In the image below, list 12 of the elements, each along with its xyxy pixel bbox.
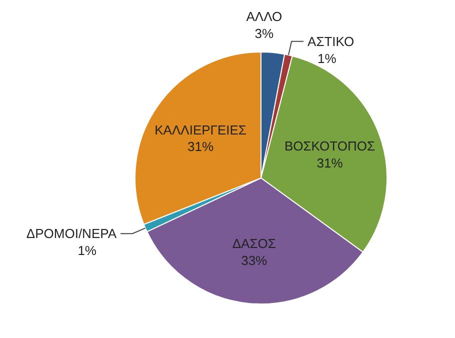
data-label: 31% xyxy=(188,139,214,154)
data-label: 31% xyxy=(316,156,344,171)
data-label: 1% xyxy=(78,243,97,258)
data-label: 1% xyxy=(318,50,337,66)
slice-label: ΚΑΛΛΙΕΡΓΕΙΕΣ xyxy=(154,122,246,138)
slice-label: ΒΟΣΚΟΤΟΠΟΣ xyxy=(284,138,376,154)
slice-label: ΔΡΟΜΟΙ/ΝΕΡΑ xyxy=(26,226,117,242)
data-label: 3% xyxy=(254,26,274,42)
data-label: 33% xyxy=(241,253,268,268)
slice-label: ΔΑΣΟΣ xyxy=(232,236,276,252)
slice-label: ΑΛΛΟ xyxy=(246,9,282,24)
slice-label: ΑΣΤΙΚΟ xyxy=(308,34,354,49)
